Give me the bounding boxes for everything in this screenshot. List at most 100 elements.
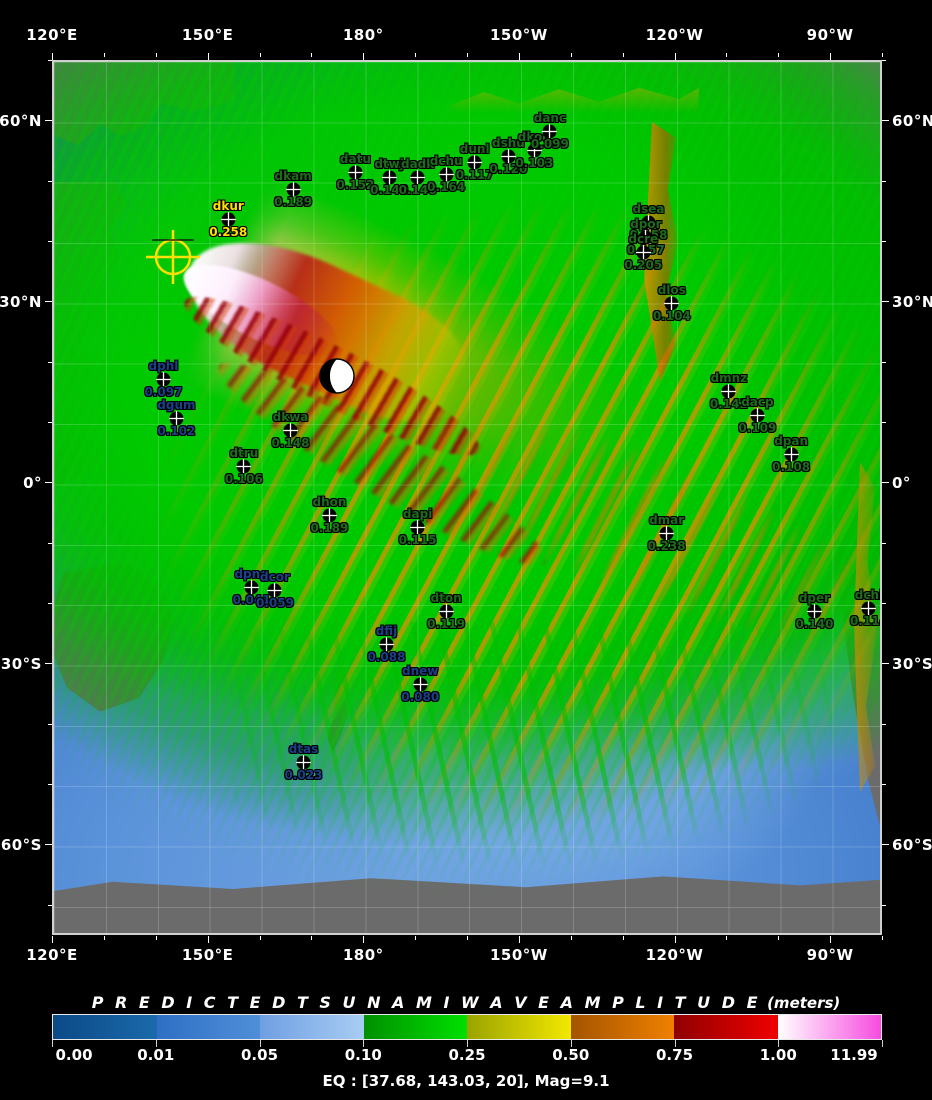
y-minor-tick [882,60,886,61]
y-minor-tick [882,542,886,544]
colorbar-segment-6 [674,1015,778,1039]
station-value: 0.099 [530,137,569,152]
y-minor-tick [48,422,52,424]
station-marker-danc[interactable]: danc 0.099 [531,111,569,151]
station-value: 0.205 [624,258,663,273]
station-marker-dshu[interactable]: dshu 0.120 [489,136,527,176]
colorbar-tick [778,1040,780,1047]
station-value: 0.109 [738,421,777,436]
y-tick-label: 60°S [892,836,932,855]
station-marker-dapi[interactable]: dapi 0.115 [399,507,437,547]
y-tick-label: 60°N [892,112,932,131]
station-marker-dpan[interactable]: dpan 0.108 [772,434,810,474]
station-marker-dkwa[interactable]: dkwa 0.148 [272,410,310,450]
colorbar-tick-label: 0.25 [448,1046,486,1064]
station-value: 0.238 [647,538,686,553]
station-marker-dacp[interactable]: dacp 0.109 [738,395,776,435]
crosshair-circle-icon [500,148,516,164]
station-marker-dchu[interactable]: dchu 0.164 [427,154,465,194]
station-marker-dpng[interactable]: dpng 0.041 [233,567,271,607]
x-minor-tick [622,936,624,940]
station-marker-dkam[interactable]: dkam 0.189 [274,169,312,209]
station-marker-dtru[interactable]: dtru 0.106 [225,446,263,486]
x-tick-label: 150°E [181,946,234,964]
x-minor-tick [726,936,728,940]
station-marker-dunl[interactable]: dunl 0.117 [456,142,494,182]
station-value: 0.120 [489,161,528,176]
station-marker-dhon[interactable]: dhon 0.189 [310,495,348,535]
crosshair-circle-icon [285,181,301,197]
station-marker-dadk[interactable]: dadk 0.146 [399,157,437,197]
colorbar-tick [467,1040,468,1047]
y-minor-tick [882,361,886,363]
station-value: 0.023 [284,768,323,782]
station-marker-dmar[interactable]: dmar 0.238 [648,513,686,553]
epicenter-crosshair-icon[interactable] [146,230,201,285]
station-marker-dkur[interactable]: dkur 0.258 [209,199,247,239]
coastal-amplification-rims [54,62,880,933]
station-value: 0.088 [367,650,406,665]
colorbar-title: P R E D I C T E D T S U N A M I W A V E … [0,993,932,1012]
crosshair-circle-icon [783,447,799,463]
station-label: dtru [229,446,259,461]
x-minor-tick [155,936,157,940]
x-minor-tick [570,936,572,940]
y-minor-tick [882,422,886,424]
station-marker-datu[interactable]: datu 0.152 [336,152,374,192]
station-value: 0.041 [232,593,271,607]
station-marker-dtwj[interactable]: dtwj 0.140 [370,157,408,197]
station-label: dshu [491,135,525,150]
x-minor-tick [778,53,780,57]
station-value: 0.140 [795,617,834,632]
station-value: 0.104 [652,309,691,324]
southern-ocean-filaments [234,622,834,922]
colorbar-tick [674,1040,676,1047]
colorbar[interactable] [52,1014,882,1040]
x-minor-tick [467,53,468,57]
y-minor-tick [882,603,886,605]
colorbar-tick [52,1040,53,1047]
station-marker-dlos[interactable]: dlos 0.104 [653,283,691,323]
x-minor-tick [518,53,520,57]
station-label: dmnz [710,370,748,385]
station-marker-dfij[interactable]: dfij 0.088 [368,624,406,664]
station-marker-dnew[interactable]: dnew 0.080 [401,664,439,704]
station-value: 0.059 [255,596,294,611]
crosshair-circle-icon [321,507,337,523]
x-minor-tick [311,53,313,57]
station-marker-dcor[interactable]: dcor 0.059 [256,570,294,610]
pacific-map-panel: dkur 0.258 dkam 0.189 datu 0.152 dtwj 0.140 dadk… [52,60,882,935]
station-marker-dkod[interactable]: dkod 0.103 [515,130,553,170]
station-marker-dper[interactable]: dper 0.140 [795,591,833,631]
colorbar-tick-label: 0.01 [137,1046,175,1064]
x-tick-label: 120°W [645,946,704,964]
station-value: 0.140 [370,182,409,197]
x-minor-tick [363,53,365,57]
station-label: dton [430,591,462,606]
crosshair-circle-icon [438,604,454,620]
crosshair-circle-icon [412,676,428,692]
station-label: dadk [400,156,435,171]
crosshair-circle-icon [220,211,236,227]
station-marker-dtas[interactable]: dtas 0.023 [285,742,323,782]
crosshair-circle-icon [296,755,311,770]
station-marker-dgum[interactable]: dgum 0.102 [157,398,195,438]
x-tick-label: 120°E [26,26,78,44]
crosshair-circle-icon [410,169,426,185]
station-marker-dmnz[interactable]: dmnz 0.142 [710,371,748,411]
station-marker-dphl[interactable]: dphl 0.097 [144,359,182,399]
station-marker-dcre[interactable]: dcre 0.205 [624,232,662,272]
y-minor-tick [882,301,886,303]
station-marker-dton[interactable]: dton 0.119 [427,591,465,631]
station-label: dcre [628,232,659,247]
station-label: dper [798,591,831,606]
x-minor-tick [415,53,417,57]
x-tick-label: 180° [342,946,384,964]
crosshair-circle-icon [283,423,299,439]
y-minor-tick [48,603,52,605]
crosshair-circle-icon [806,604,822,620]
y-minor-tick [882,241,886,243]
station-marker-dchl[interactable]: dchl 0.114 [850,588,880,628]
map-graticule [54,62,880,933]
crosshair-circle-icon [168,411,184,427]
